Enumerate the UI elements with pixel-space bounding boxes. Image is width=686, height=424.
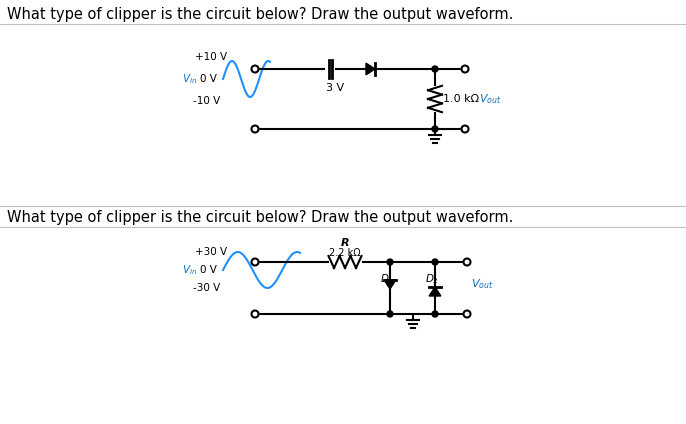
Text: 2.2 kΩ: 2.2 kΩ [329,248,361,258]
Circle shape [432,126,438,132]
Circle shape [432,259,438,265]
Circle shape [462,65,469,73]
Circle shape [252,126,259,132]
Text: 1.0 kΩ: 1.0 kΩ [443,94,479,104]
Text: -10 V: -10 V [193,96,220,106]
Text: 3 V: 3 V [326,83,344,93]
Polygon shape [429,287,441,296]
Polygon shape [384,280,396,289]
Circle shape [432,311,438,317]
Circle shape [462,126,469,132]
Text: $V_{in}$: $V_{in}$ [182,263,197,277]
Circle shape [252,310,259,318]
Circle shape [387,311,393,317]
Polygon shape [366,63,375,75]
Text: R: R [341,238,349,248]
Circle shape [464,310,471,318]
Text: $V_{out}$: $V_{out}$ [479,92,501,106]
Circle shape [252,259,259,265]
Text: $D_2$: $D_2$ [425,272,439,286]
Text: $V_{out}$: $V_{out}$ [471,277,494,291]
Text: $V_{in}$: $V_{in}$ [182,72,197,86]
Circle shape [432,66,438,72]
Text: +10 V: +10 V [195,52,227,62]
Circle shape [252,65,259,73]
Text: -30 V: -30 V [193,283,220,293]
Circle shape [464,259,471,265]
Text: +30 V: +30 V [195,247,227,257]
Text: What type of clipper is the circuit below? Draw the output waveform.: What type of clipper is the circuit belo… [7,7,513,22]
Circle shape [387,259,393,265]
Text: $D_1$: $D_1$ [380,272,394,286]
Text: 0 V: 0 V [200,265,217,275]
Text: What type of clipper is the circuit below? Draw the output waveform.: What type of clipper is the circuit belo… [7,210,513,225]
Text: 0 V: 0 V [200,74,217,84]
